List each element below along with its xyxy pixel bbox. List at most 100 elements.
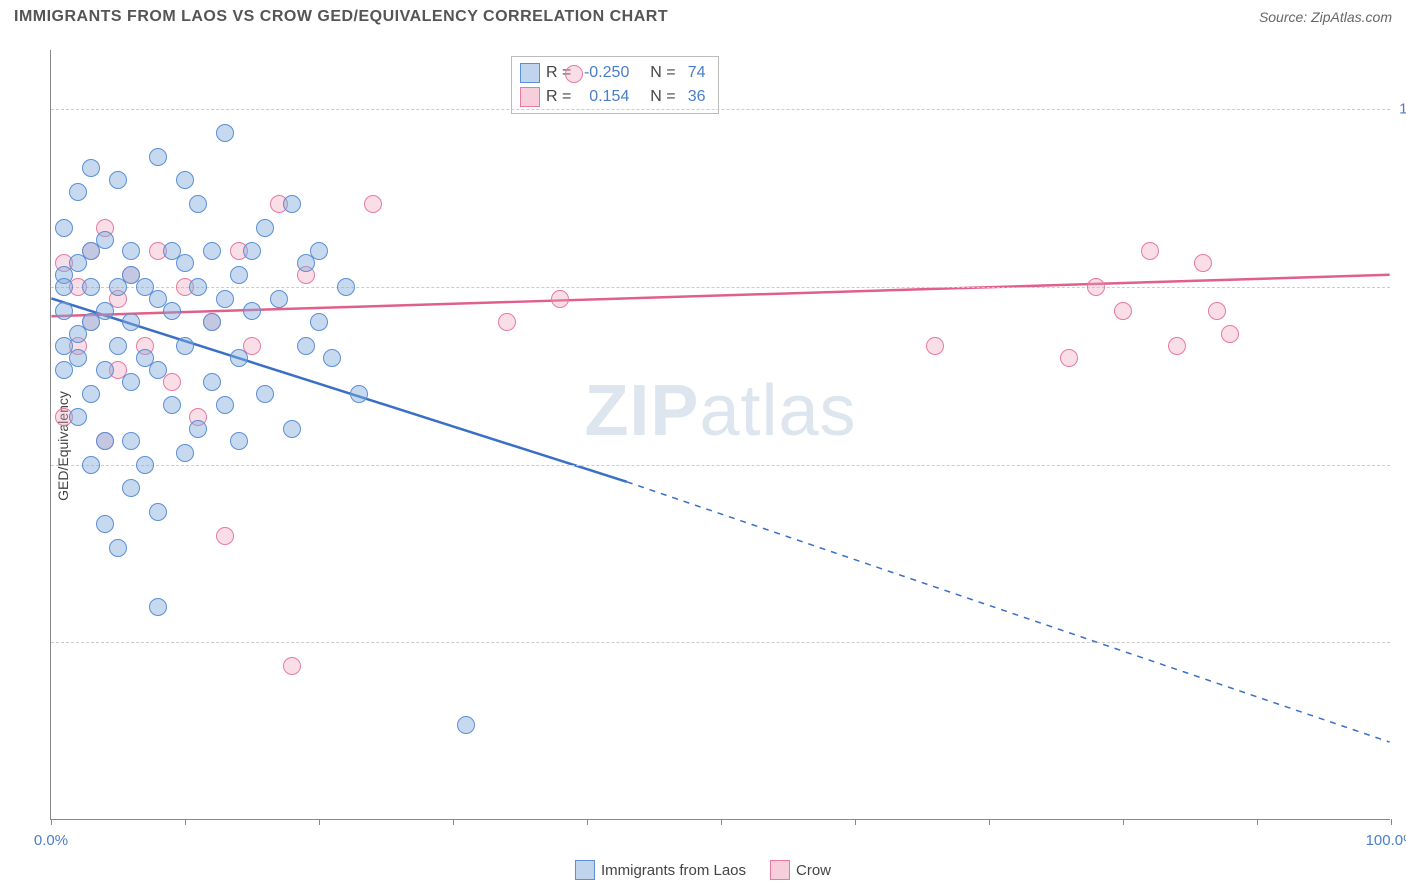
scatter-point xyxy=(203,313,221,331)
scatter-point xyxy=(350,385,368,403)
scatter-point xyxy=(283,657,301,675)
scatter-point xyxy=(1060,349,1078,367)
scatter-point xyxy=(203,373,221,391)
scatter-point xyxy=(122,432,140,450)
scatter-point xyxy=(256,219,274,237)
bottom-legend: Immigrants from Laos Crow xyxy=(575,860,831,880)
scatter-point xyxy=(230,432,248,450)
legend-item-pink: Crow xyxy=(770,860,831,880)
x-tick-label-left: 0.0% xyxy=(34,832,68,849)
scatter-point xyxy=(498,313,516,331)
y-tick-label: 100.0% xyxy=(1395,101,1406,118)
scatter-point xyxy=(163,396,181,414)
scatter-point xyxy=(109,539,127,557)
scatter-point xyxy=(109,337,127,355)
scatter-point xyxy=(149,503,167,521)
scatter-point xyxy=(243,302,261,320)
trend-lines-svg xyxy=(51,50,1390,819)
scatter-point xyxy=(96,231,114,249)
scatter-point xyxy=(96,515,114,533)
scatter-point xyxy=(337,278,355,296)
scatter-point xyxy=(216,124,234,142)
scatter-point xyxy=(122,313,140,331)
x-tick-mark xyxy=(319,819,320,825)
x-tick-mark xyxy=(855,819,856,825)
gridline xyxy=(51,109,1390,110)
scatter-point xyxy=(122,479,140,497)
scatter-point xyxy=(96,302,114,320)
watermark: ZIPatlas xyxy=(584,370,856,452)
scatter-point xyxy=(69,408,87,426)
scatter-point xyxy=(1194,254,1212,272)
scatter-point xyxy=(176,444,194,462)
stat-n-value-pink: 36 xyxy=(682,85,706,109)
scatter-point xyxy=(203,242,221,260)
scatter-point xyxy=(69,183,87,201)
source-label: Source: ZipAtlas.com xyxy=(1259,9,1392,25)
scatter-point xyxy=(1087,278,1105,296)
scatter-point xyxy=(230,266,248,284)
scatter-point xyxy=(176,337,194,355)
scatter-point xyxy=(216,527,234,545)
scatter-point xyxy=(122,373,140,391)
scatter-point xyxy=(82,456,100,474)
scatter-point xyxy=(122,242,140,260)
scatter-point xyxy=(55,278,73,296)
scatter-point xyxy=(310,313,328,331)
scatter-point xyxy=(82,385,100,403)
gridline xyxy=(51,642,1390,643)
scatter-point xyxy=(149,598,167,616)
scatter-point xyxy=(364,195,382,213)
stat-r-value-pink: 0.154 xyxy=(577,85,629,109)
scatter-point xyxy=(189,195,207,213)
scatter-point xyxy=(55,302,73,320)
scatter-point xyxy=(270,290,288,308)
stat-row-pink: R = 0.154 N = 36 xyxy=(520,85,706,109)
scatter-point xyxy=(551,290,569,308)
scatter-point xyxy=(283,420,301,438)
x-tick-mark xyxy=(453,819,454,825)
scatter-point xyxy=(1114,302,1132,320)
scatter-point xyxy=(216,396,234,414)
scatter-point xyxy=(1221,325,1239,343)
scatter-point xyxy=(310,242,328,260)
scatter-point xyxy=(82,159,100,177)
scatter-point xyxy=(82,278,100,296)
scatter-point xyxy=(163,302,181,320)
legend-item-blue: Immigrants from Laos xyxy=(575,860,746,880)
scatter-point xyxy=(189,420,207,438)
x-tick-mark xyxy=(721,819,722,825)
scatter-point xyxy=(176,254,194,272)
stat-n-label: N = xyxy=(650,61,675,85)
swatch-pink-icon xyxy=(770,860,790,880)
gridline xyxy=(51,465,1390,466)
y-tick-label: 70.0% xyxy=(1395,456,1406,473)
stat-row-blue: R = -0.250 N = 74 xyxy=(520,61,706,85)
scatter-point xyxy=(1168,337,1186,355)
scatter-point xyxy=(323,349,341,367)
scatter-point xyxy=(283,195,301,213)
scatter-point xyxy=(243,242,261,260)
chart-plot-area: ZIPatlas R = -0.250 N = 74 R = 0.154 N =… xyxy=(50,50,1390,820)
scatter-point xyxy=(1208,302,1226,320)
x-tick-mark xyxy=(989,819,990,825)
x-tick-mark xyxy=(51,819,52,825)
x-tick-mark xyxy=(185,819,186,825)
swatch-blue-icon xyxy=(575,860,595,880)
legend-label-pink: Crow xyxy=(796,862,831,879)
y-tick-label: 55.0% xyxy=(1395,634,1406,651)
stat-r-value-blue: -0.250 xyxy=(577,61,629,85)
x-tick-label-right: 100.0% xyxy=(1366,832,1406,849)
scatter-point xyxy=(1141,242,1159,260)
scatter-point xyxy=(189,278,207,296)
gridline xyxy=(51,287,1390,288)
scatter-point xyxy=(96,361,114,379)
stat-n-label: N = xyxy=(650,85,675,109)
scatter-point xyxy=(926,337,944,355)
scatter-point xyxy=(230,349,248,367)
scatter-point xyxy=(109,171,127,189)
stat-r-label: R = xyxy=(546,85,571,109)
swatch-blue-icon xyxy=(520,63,540,83)
scatter-point xyxy=(136,456,154,474)
scatter-point xyxy=(256,385,274,403)
